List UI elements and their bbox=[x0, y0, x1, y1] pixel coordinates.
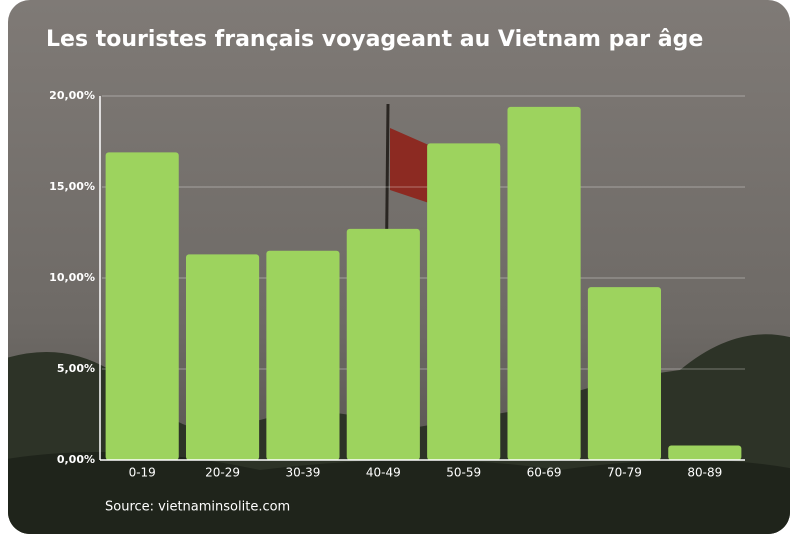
bar bbox=[587, 287, 662, 460]
y-tick-label: 0,00% bbox=[57, 453, 95, 466]
y-tick-label: 15,00% bbox=[49, 180, 95, 193]
x-tick-label: 50-59 bbox=[446, 466, 481, 480]
y-tick-label: 5,00% bbox=[57, 362, 95, 375]
bar bbox=[266, 250, 340, 460]
source: Source: vietnaminsolite.com bbox=[105, 500, 290, 515]
chart-title: Les touristes français voyageant au Viet… bbox=[46, 27, 703, 52]
bar bbox=[427, 143, 501, 460]
bar bbox=[507, 106, 581, 461]
x-tick-label: 0-19 bbox=[129, 466, 156, 480]
bar bbox=[668, 445, 742, 460]
x-tick-label: 20-29 bbox=[205, 466, 240, 480]
x-tick-label: 60-69 bbox=[527, 466, 562, 480]
x-tick-label: 30-39 bbox=[286, 466, 321, 480]
bar bbox=[185, 254, 260, 460]
x-tick-label: 70-79 bbox=[607, 466, 642, 480]
bar bbox=[105, 152, 179, 461]
y-tick-label: 20,00% bbox=[49, 89, 95, 102]
x-tick-label: 80-89 bbox=[687, 466, 722, 480]
y-tick-label: 10,00% bbox=[49, 271, 95, 284]
bar bbox=[346, 228, 420, 460]
x-tick-label: 40-49 bbox=[366, 466, 401, 480]
